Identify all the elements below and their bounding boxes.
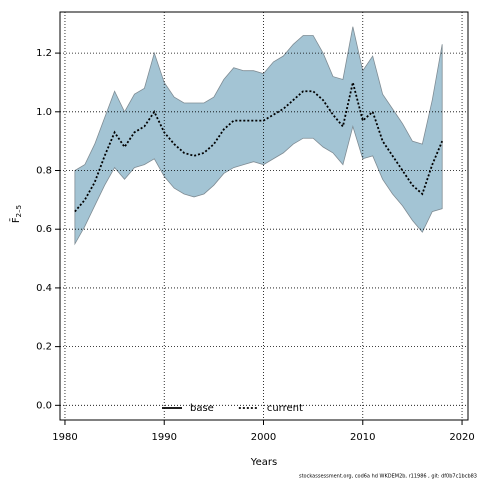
x-tick-label: 2010	[350, 432, 375, 443]
y-tick-label: 1.2	[36, 48, 52, 59]
x-axis-label: Years	[250, 457, 277, 468]
x-tick-label: 2000	[251, 432, 276, 443]
y-tick-label: 0.0	[36, 400, 52, 411]
y-tick-label: 0.6	[36, 224, 52, 235]
legend-label: current	[267, 403, 303, 414]
y-tick-label: 0.4	[36, 283, 52, 294]
footnote: stockassessment.org, cod6a hd WKDEM2b, r…	[299, 474, 477, 480]
line-series	[74, 82, 444, 213]
x-tick-label: 2020	[449, 432, 474, 443]
x-tick-label: 1980	[52, 432, 77, 443]
y-axis-label-main: F̄	[9, 217, 22, 223]
y-axis-label-sub: 2–5	[15, 205, 23, 217]
legend-label: base	[190, 403, 214, 414]
x-tick-label: 1990	[152, 432, 177, 443]
plot-frame	[59, 11, 469, 421]
y-tick-label: 0.8	[36, 166, 52, 177]
y-axis-label: F̄2–5	[9, 205, 23, 223]
confidence-band	[74, 26, 443, 246]
y-tick-label: 1.0	[36, 107, 52, 118]
y-tick-label: 0.2	[36, 342, 52, 353]
